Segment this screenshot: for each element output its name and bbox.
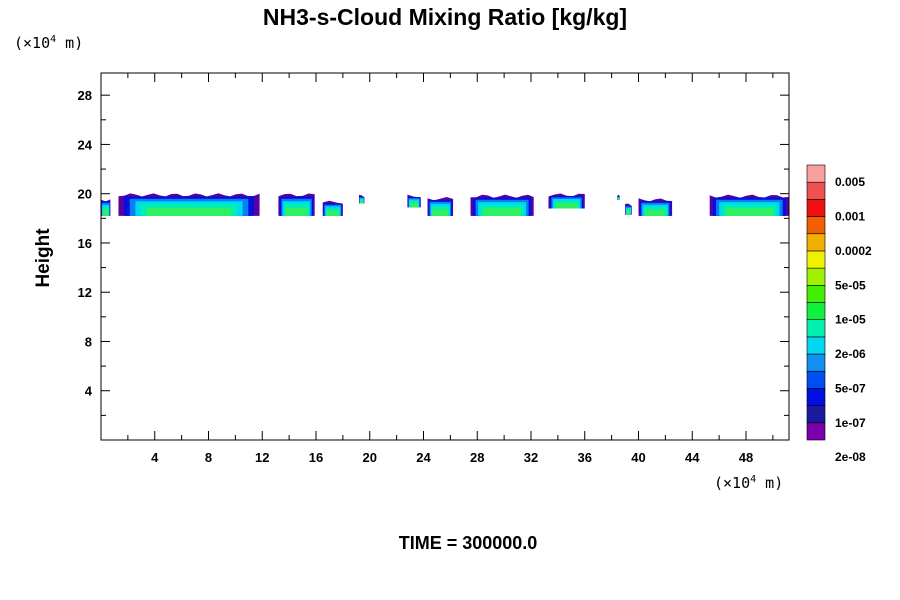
colorbar-swatch bbox=[806, 422, 826, 441]
x-tick-label: 4 bbox=[151, 450, 159, 465]
cloud-field bbox=[101, 193, 789, 216]
x-tick-label: 24 bbox=[416, 450, 431, 465]
x-tick-label: 20 bbox=[363, 450, 377, 465]
colorbar-label: 0.001 bbox=[835, 210, 865, 224]
chart-title: NH3-s-Cloud Mixing Ratio [kg/kg] bbox=[263, 4, 627, 30]
cloud-segment bbox=[470, 194, 534, 216]
x-tick-label: 8 bbox=[205, 450, 212, 465]
colorbar-swatch bbox=[806, 250, 826, 269]
colorbar-swatch bbox=[806, 336, 826, 355]
cloud-segment bbox=[278, 193, 315, 216]
cloud-segment bbox=[625, 203, 632, 215]
y-tick-label: 4 bbox=[85, 384, 93, 399]
y-tick-label: 12 bbox=[78, 285, 92, 300]
y-tick-label: 8 bbox=[85, 334, 92, 349]
y-tick-label: 16 bbox=[78, 236, 92, 251]
cloud-segment bbox=[322, 200, 343, 216]
y-tick-label: 20 bbox=[78, 187, 92, 202]
colorbar-label: 2e-06 bbox=[835, 347, 866, 361]
colorbar-swatch bbox=[806, 164, 826, 183]
colorbar-swatch bbox=[806, 319, 826, 338]
colorbar-swatch bbox=[806, 388, 826, 406]
x-tick-label: 36 bbox=[578, 450, 592, 465]
x-unit-label: (×104 m) bbox=[714, 474, 783, 492]
y-unit-label: (×104 m) bbox=[14, 34, 83, 52]
colorbar-swatch bbox=[806, 302, 826, 320]
cloud-segment bbox=[101, 199, 111, 216]
x-tick-label: 40 bbox=[631, 450, 645, 465]
cloud-segment bbox=[709, 194, 789, 216]
cloud-segment bbox=[407, 194, 421, 208]
colorbar-swatch bbox=[806, 353, 826, 372]
x-tick-label: 44 bbox=[685, 450, 700, 465]
colorbar-label: 1e-05 bbox=[835, 313, 866, 327]
time-label: TIME = 300000.0 bbox=[399, 533, 538, 553]
x-tick-label: 32 bbox=[524, 450, 538, 465]
colorbar-swatch bbox=[806, 181, 826, 200]
cloud-segment bbox=[427, 197, 454, 216]
colorbar-label: 5e-07 bbox=[835, 381, 866, 395]
colorbar-swatch bbox=[806, 405, 826, 424]
colorbar-swatch bbox=[806, 216, 826, 235]
cloud-segment bbox=[359, 194, 365, 204]
colorbar-label: 2e-08 bbox=[835, 450, 866, 464]
cloud-segment bbox=[617, 194, 620, 200]
colorbar-label: 5e-05 bbox=[835, 278, 866, 292]
colorbar-swatch bbox=[806, 267, 826, 286]
y-axis-label: Height bbox=[33, 228, 54, 288]
colorbar: 0.005 0.001 0.0002 5e-05 1e-05 2e-06 5e-07 1e-0… bbox=[806, 164, 872, 464]
colorbar-swatch bbox=[806, 199, 826, 217]
x-tick-label: 28 bbox=[470, 450, 484, 465]
y-tick-label: 24 bbox=[78, 137, 93, 152]
plot-frame bbox=[100, 72, 790, 441]
cloud-segment bbox=[548, 193, 585, 209]
colorbar-swatch bbox=[806, 233, 826, 252]
x-tick-label: 12 bbox=[255, 450, 269, 465]
y-tick-label: 28 bbox=[78, 88, 92, 103]
x-tick-label: 48 bbox=[739, 450, 753, 465]
colorbar-label: 0.005 bbox=[835, 175, 865, 189]
x-tick-label: 16 bbox=[309, 450, 323, 465]
colorbar-label: 0.0002 bbox=[835, 244, 872, 258]
colorbar-label: 1e-07 bbox=[835, 416, 866, 430]
cloud-segment bbox=[638, 198, 673, 216]
cloud-segment bbox=[118, 193, 260, 216]
colorbar-swatch bbox=[806, 285, 826, 303]
colorbar-swatch bbox=[806, 370, 826, 389]
